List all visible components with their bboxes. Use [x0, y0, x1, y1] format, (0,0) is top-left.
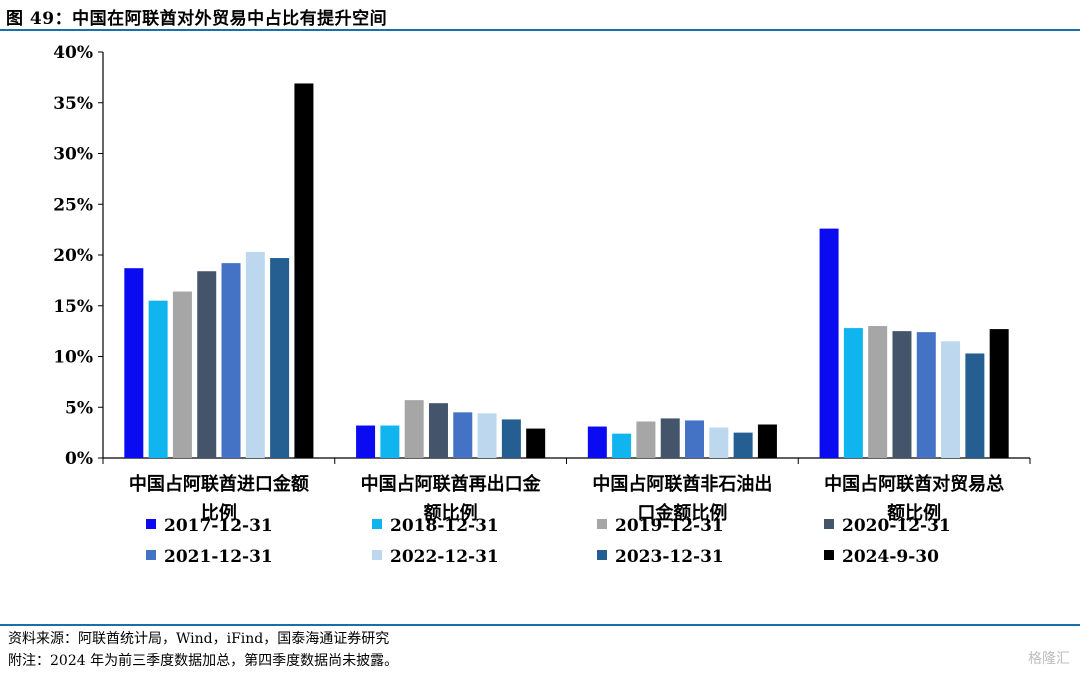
legend-label: 2024-9-30 [842, 547, 939, 567]
category-label: 中国占阿联酋进口金额 [129, 473, 309, 495]
legend-label: 2022-12-31 [390, 547, 499, 567]
y-tick-label: 20% [53, 246, 93, 266]
legend-label: 2017-12-31 [164, 516, 273, 536]
bar-2018-12-31-group-4 [843, 328, 863, 458]
legend-swatch [146, 550, 156, 560]
y-tick-label: 35% [53, 94, 93, 114]
bar-2022-12-31-group-4 [941, 341, 961, 458]
bar-2018-12-31-group-1 [148, 300, 168, 458]
bar-2021-12-31-group-3 [685, 420, 705, 458]
category-label: 额比例 [424, 502, 478, 524]
legend-label: 2021-12-31 [164, 547, 273, 567]
footnote: 附注：2024 年为前三季度数据加总，第四季度数据尚未披露。 [8, 653, 399, 669]
chart-title: 图 49：中国在阿联酋对外贸易中占比有提升空间 [6, 9, 388, 29]
category-label: 比例 [201, 502, 237, 524]
bar-2020-12-31-group-1 [197, 271, 217, 458]
bar-2019-12-31-group-1 [172, 291, 192, 458]
y-tick-label: 15% [53, 297, 93, 317]
bar-2021-12-31-group-1 [221, 263, 241, 458]
bar-2023-12-31-group-2 [501, 419, 521, 458]
bar-2022-12-31-group-3 [709, 427, 729, 458]
bar-2019-12-31-group-4 [868, 326, 888, 458]
bar-2021-12-31-group-2 [453, 412, 473, 458]
bar-2018-12-31-group-2 [380, 425, 400, 458]
legend-swatch [824, 519, 834, 529]
category-label: 口金额比例 [637, 502, 727, 524]
category-label: 中国占阿联酋再出口金 [361, 473, 542, 495]
y-tick-label: 10% [53, 348, 93, 368]
legend-label: 2020-12-31 [842, 516, 951, 536]
bar-2023-12-31-group-1 [270, 258, 290, 458]
bar-2023-12-31-group-3 [733, 432, 753, 458]
bar-2019-12-31-group-2 [404, 400, 424, 458]
y-tick-label: 30% [53, 145, 93, 165]
y-tick-label: 5% [65, 398, 93, 418]
bar-2024-9-30-group-3 [757, 424, 777, 458]
y-tick-label: 40% [53, 43, 93, 63]
legend-label: 2019-12-31 [615, 516, 724, 536]
top-rule [0, 29, 1080, 31]
y-tick-label: 0% [65, 449, 93, 469]
bar-2019-12-31-group-3 [636, 421, 656, 458]
bar-2024-9-30-group-4 [989, 329, 1009, 458]
bar-2020-12-31-group-2 [428, 403, 448, 458]
legend-swatch [372, 550, 382, 560]
category-label: 额比例 [887, 502, 941, 524]
bar-2023-12-31-group-4 [965, 353, 985, 458]
bar-2020-12-31-group-3 [660, 418, 680, 458]
watermark: 格隆汇 [1028, 651, 1070, 667]
bar-2017-12-31-group-2 [356, 425, 376, 458]
legend-label: 2023-12-31 [615, 547, 724, 567]
bar-2017-12-31-group-1 [124, 268, 144, 458]
bar-2018-12-31-group-3 [612, 433, 632, 458]
source-note: 资料来源：阿联酋统计局，Wind，iFind，国泰海通证券研究 [8, 631, 390, 647]
bar-2024-9-30-group-2 [526, 428, 546, 458]
legend-swatch [824, 550, 834, 560]
bar-2017-12-31-group-4 [819, 228, 839, 458]
bottom-rule [0, 624, 1080, 626]
bar-2022-12-31-group-1 [245, 251, 265, 458]
legend-swatch [146, 519, 156, 529]
bar-2017-12-31-group-3 [587, 426, 607, 458]
bar-2021-12-31-group-4 [916, 332, 936, 458]
bar-2024-9-30-group-1 [294, 83, 314, 458]
bar-2020-12-31-group-4 [892, 331, 912, 458]
bar-2022-12-31-group-2 [477, 413, 497, 458]
legend-swatch [597, 519, 607, 529]
category-label: 中国占阿联酋非石油出 [592, 473, 772, 495]
legend-swatch [597, 550, 607, 560]
legend-swatch [372, 519, 382, 529]
y-tick-label: 25% [53, 195, 93, 215]
category-label: 中国占阿联酋对贸易总 [824, 473, 1004, 495]
legend-label: 2018-12-31 [390, 516, 499, 536]
